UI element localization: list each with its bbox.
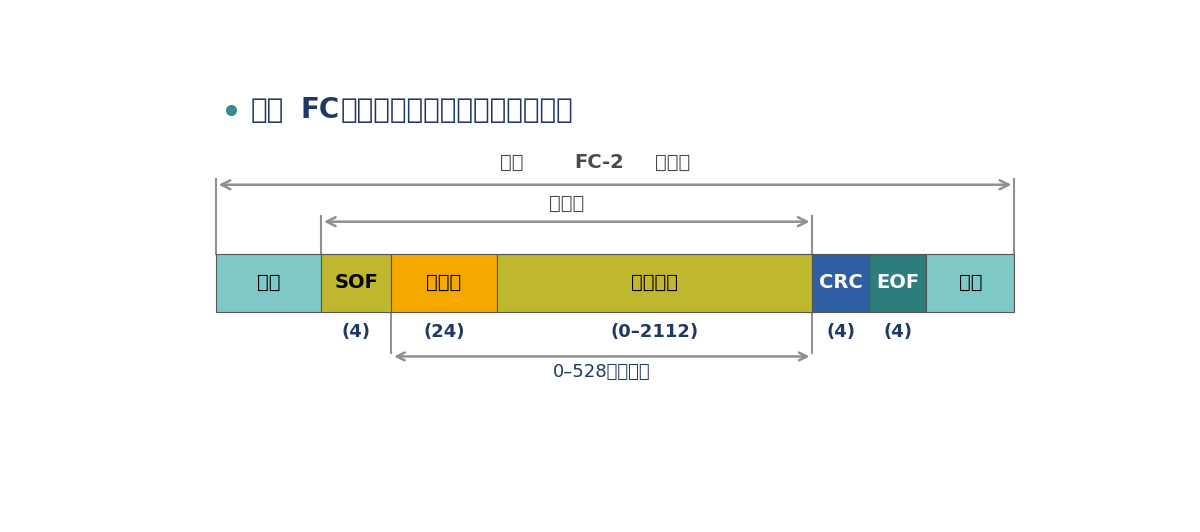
Text: 空闲: 空闲 <box>959 273 982 293</box>
FancyBboxPatch shape <box>216 254 322 312</box>
Text: 帧格式: 帧格式 <box>655 153 690 172</box>
Text: 0–528个传输字: 0–528个传输字 <box>553 363 650 380</box>
Text: 帧内容: 帧内容 <box>550 194 584 212</box>
FancyBboxPatch shape <box>926 254 1014 312</box>
Text: 通用: 通用 <box>500 153 530 172</box>
FancyBboxPatch shape <box>391 254 497 312</box>
Text: CRC: CRC <box>820 273 863 293</box>
Text: FC: FC <box>300 96 340 124</box>
FancyBboxPatch shape <box>322 254 391 312</box>
Text: EOF: EOF <box>876 273 919 293</box>
FancyBboxPatch shape <box>497 254 812 312</box>
Text: (0–2112): (0–2112) <box>611 323 698 342</box>
Text: 帧都遵循通用帧格式，如下所示: 帧都遵循通用帧格式，如下所示 <box>341 96 574 124</box>
Text: FC-2: FC-2 <box>575 153 624 172</box>
Text: 所有: 所有 <box>251 96 284 124</box>
Text: (4): (4) <box>827 323 856 342</box>
Text: (4): (4) <box>342 323 371 342</box>
Text: SOF: SOF <box>335 273 378 293</box>
Text: (24): (24) <box>424 323 464 342</box>
FancyBboxPatch shape <box>869 254 926 312</box>
Text: 帧报头: 帧报头 <box>426 273 462 293</box>
FancyBboxPatch shape <box>812 254 869 312</box>
Text: 数据字段: 数据字段 <box>631 273 678 293</box>
Text: 空闲: 空闲 <box>257 273 281 293</box>
Text: (4): (4) <box>883 323 912 342</box>
